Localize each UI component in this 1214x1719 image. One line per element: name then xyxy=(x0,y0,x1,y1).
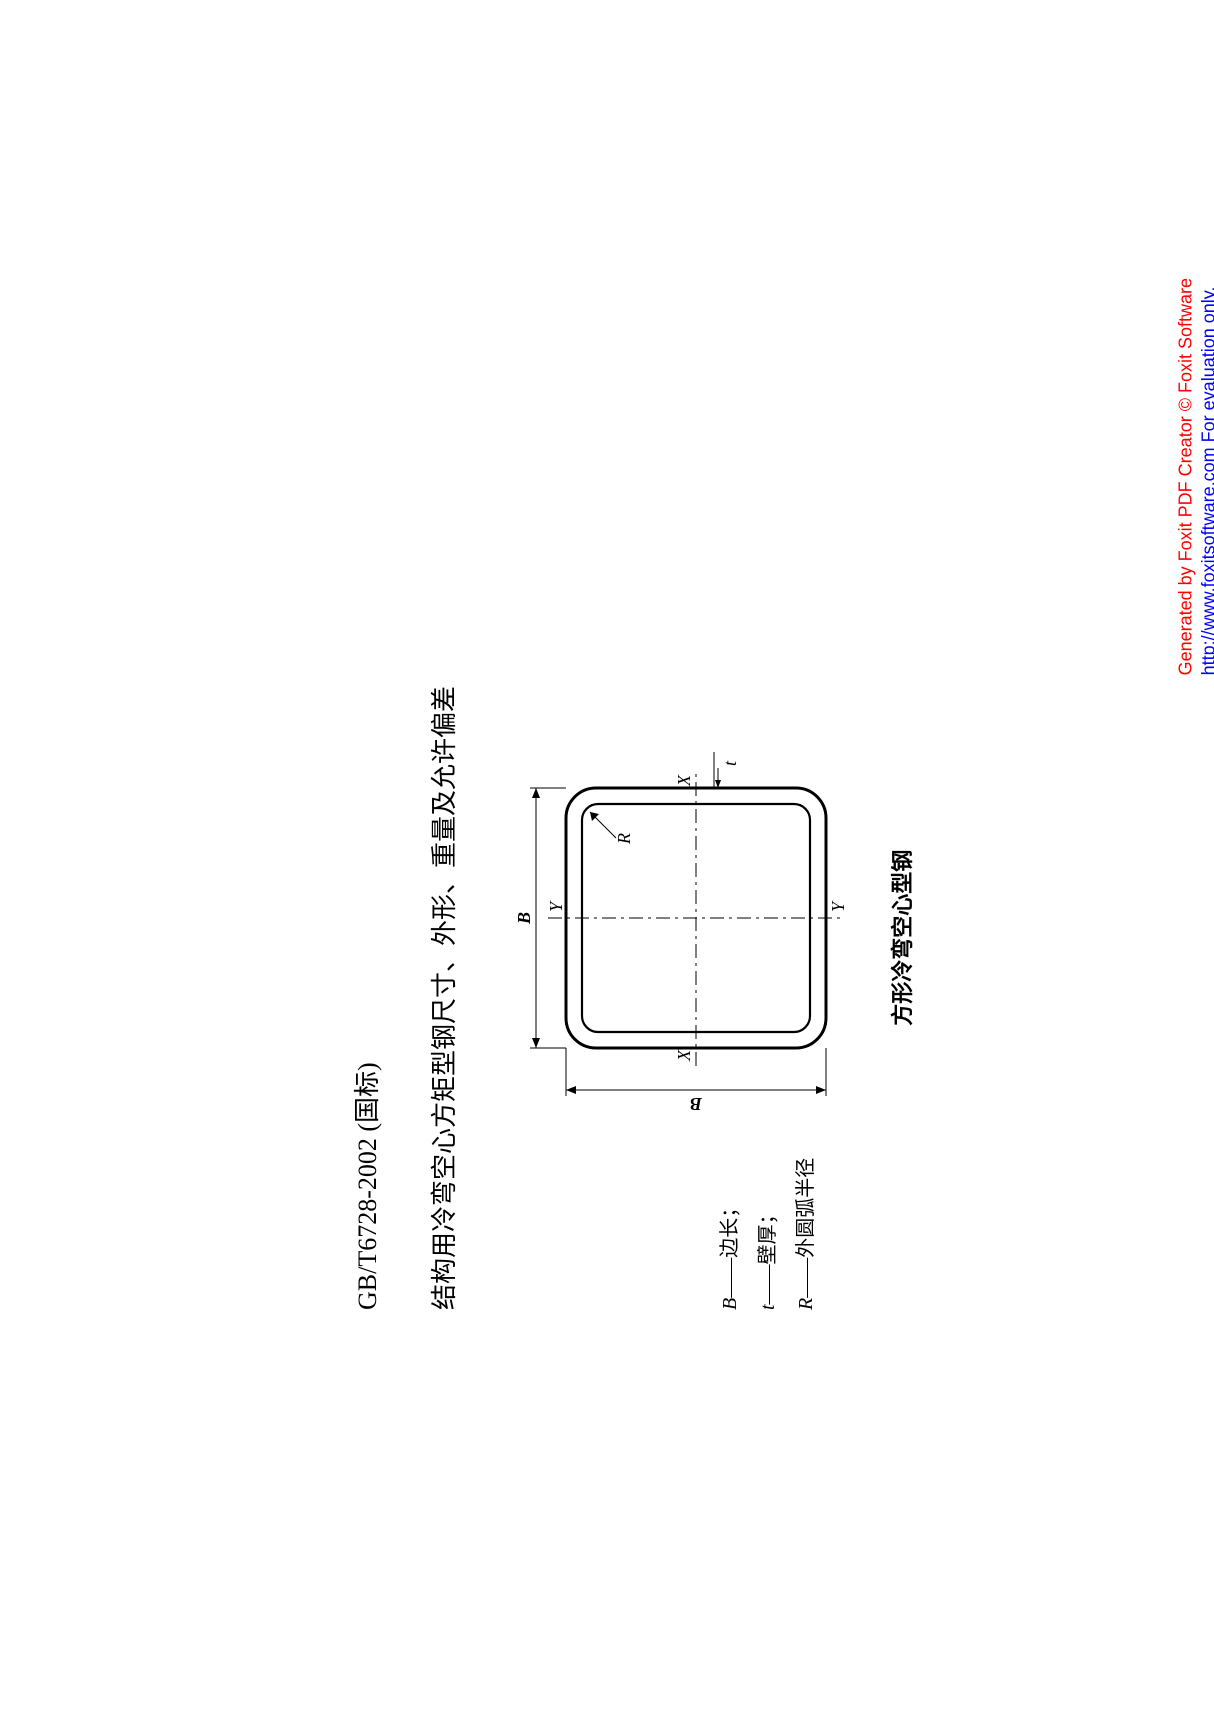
svg-text:Y: Y xyxy=(546,899,566,911)
figure-caption: 方形冷弯空心型钢 xyxy=(885,849,917,1025)
svg-text:B: B xyxy=(514,911,534,924)
watermark-line1: Generated by Foxit PDF Creator © Foxit S… xyxy=(1174,278,1197,675)
standard-number: GB/T6728-2002 (国标) xyxy=(347,410,384,1310)
legend-item-t: t——壁厚； xyxy=(749,1157,787,1309)
square-tube-diagram: XXYYBBRt xyxy=(511,727,871,1147)
figure: XXYYBBRt 方形冷弯空心型钢 xyxy=(511,727,917,1147)
document-title: 结构用冷弯空心方矩型钢尺寸、外形、重量及允许偏差 xyxy=(424,410,461,1310)
svg-text:B: B xyxy=(690,1093,703,1113)
watermark: Generated by Foxit PDF Creator © Foxit S… xyxy=(1174,278,1214,675)
document-content: GB/T6728-2002 (国标) 结构用冷弯空心方矩型钢尺寸、外形、重量及允… xyxy=(347,410,867,1310)
svg-text:X: X xyxy=(674,1048,694,1061)
svg-text:Y: Y xyxy=(828,899,848,911)
svg-text:t: t xyxy=(720,759,740,765)
figure-row: B——边长； t——壁厚； R——外圆弧半径 XXYYBBRt 方形冷弯空心型钢 xyxy=(511,410,917,1310)
legend-item-B: B——边长； xyxy=(711,1157,749,1309)
watermark-url: http://www.foxitsoftware.com xyxy=(1198,447,1214,675)
legend-item-R: R——外圆弧半径 xyxy=(787,1157,825,1309)
svg-text:R: R xyxy=(614,832,634,844)
legend: B——边长； t——壁厚； R——外圆弧半径 xyxy=(711,1157,825,1309)
watermark-eval: For evaluation only. xyxy=(1198,287,1214,448)
watermark-line2: http://www.foxitsoftware.com For evaluat… xyxy=(1197,278,1214,675)
svg-text:X: X xyxy=(674,773,694,786)
